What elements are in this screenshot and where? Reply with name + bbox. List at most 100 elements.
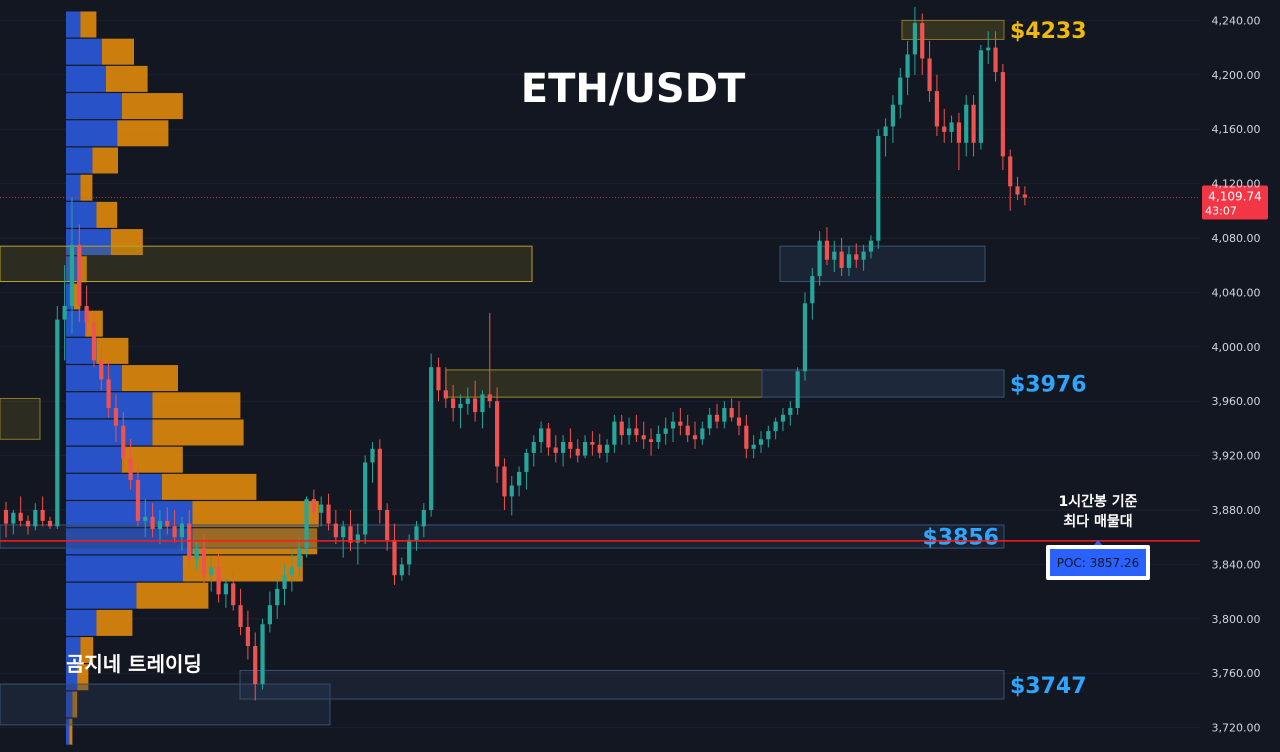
candle-body [216,567,221,595]
candle-body [758,439,764,445]
volume-sell-bar [152,419,244,446]
candle-body [964,104,969,143]
candle-body [62,306,67,320]
current-price-value: 4,109.74 [1208,190,1261,204]
volume-buy-bar [66,337,97,364]
candle-body [245,626,250,646]
candle-body [25,520,31,527]
candle-body [949,122,954,132]
candle-body [165,520,170,527]
level-label: $3747 [1010,674,1087,699]
candle-body [194,548,199,559]
price-zone [0,397,41,440]
candle-body [436,367,441,391]
candle-body [33,510,38,527]
annotation-line-2: 최다 매물대 [1063,514,1132,530]
poc-annotation: 1시간봉 기준 최다 매물대 POC: 3857.26 [1046,493,1150,580]
volume-sell-bar [69,718,73,745]
candle-body [722,408,727,422]
candle-body [604,444,610,453]
candle-body [275,588,280,606]
volume-buy-bar [66,446,122,473]
y-tick-label: 4,120.00 [1212,178,1261,191]
candle-body [553,447,558,453]
candle-body [868,240,874,252]
candle-body [1000,72,1005,157]
candle-body [91,322,97,361]
candle-body [348,526,353,543]
candle-body [744,425,749,449]
candle-body [289,567,294,576]
volume-buy-bar [66,201,97,228]
candle-body [326,504,331,524]
candle-body [612,421,617,445]
candle-body [839,251,844,268]
candle-body [333,523,338,538]
candle-body [883,126,888,136]
price-zone [445,369,763,398]
candle-body [846,254,852,268]
y-tick-label: 4,240.00 [1212,14,1261,27]
candle-body [700,428,705,440]
volume-buy-bar [66,120,118,147]
candle-body [99,360,104,380]
candle-body [487,394,492,402]
candle-body [920,23,925,59]
candle-body [832,251,837,260]
candle-body [231,583,236,606]
candle-body [267,605,272,625]
candle-body [11,512,16,524]
candle-body [465,398,470,404]
candle-body [282,575,287,589]
candle-body [429,367,434,510]
candle-body [341,526,346,538]
volume-sell-bar [192,501,319,528]
volume-sell-bar [122,365,178,392]
candle-body [311,499,316,513]
candle-body [663,428,668,434]
volume-sell-bar [80,637,94,664]
candle-body [3,510,9,524]
y-tick-label: 3,840.00 [1212,558,1261,571]
candle-body [113,408,119,426]
candle-body [861,251,866,260]
candle-body [260,624,265,685]
candle-countdown: 43:07 [1205,205,1237,218]
candle-body [582,442,588,456]
price-zones: $4233 $3976 $3856 $3747 [0,19,1087,726]
volume-sell-bar [92,147,118,174]
volume-buy-bar [66,147,93,174]
candle-body [18,512,23,521]
candle-body [685,425,690,436]
candle-body [135,480,141,521]
y-tick-label: 3,760.00 [1212,667,1261,680]
candle-body [993,47,998,73]
volume-sell-bar [77,664,89,691]
candle-body [363,462,368,535]
volume-buy-bar [66,365,122,392]
candle-body [575,448,580,456]
candle-body [128,458,133,481]
candle-body [619,421,624,436]
candle-body [40,510,45,521]
candle-body [179,523,185,538]
candle-body [824,240,830,260]
annotation-line-1: 1시간봉 기준 [1058,493,1137,510]
candle-body [392,539,397,576]
candle-body [560,442,566,453]
candle-body [209,567,214,576]
volume-sell-bar [80,174,93,201]
volume-buy-bar [66,501,193,528]
candle-body [524,452,529,472]
volume-sell-bar [106,65,148,92]
volume-buy-bar [66,310,86,337]
candle-body [568,442,573,449]
candle-body [898,77,903,105]
candle-body [641,435,646,440]
volume-buy-bar [66,555,183,582]
candle-body [626,428,632,436]
candle-body [319,504,324,513]
